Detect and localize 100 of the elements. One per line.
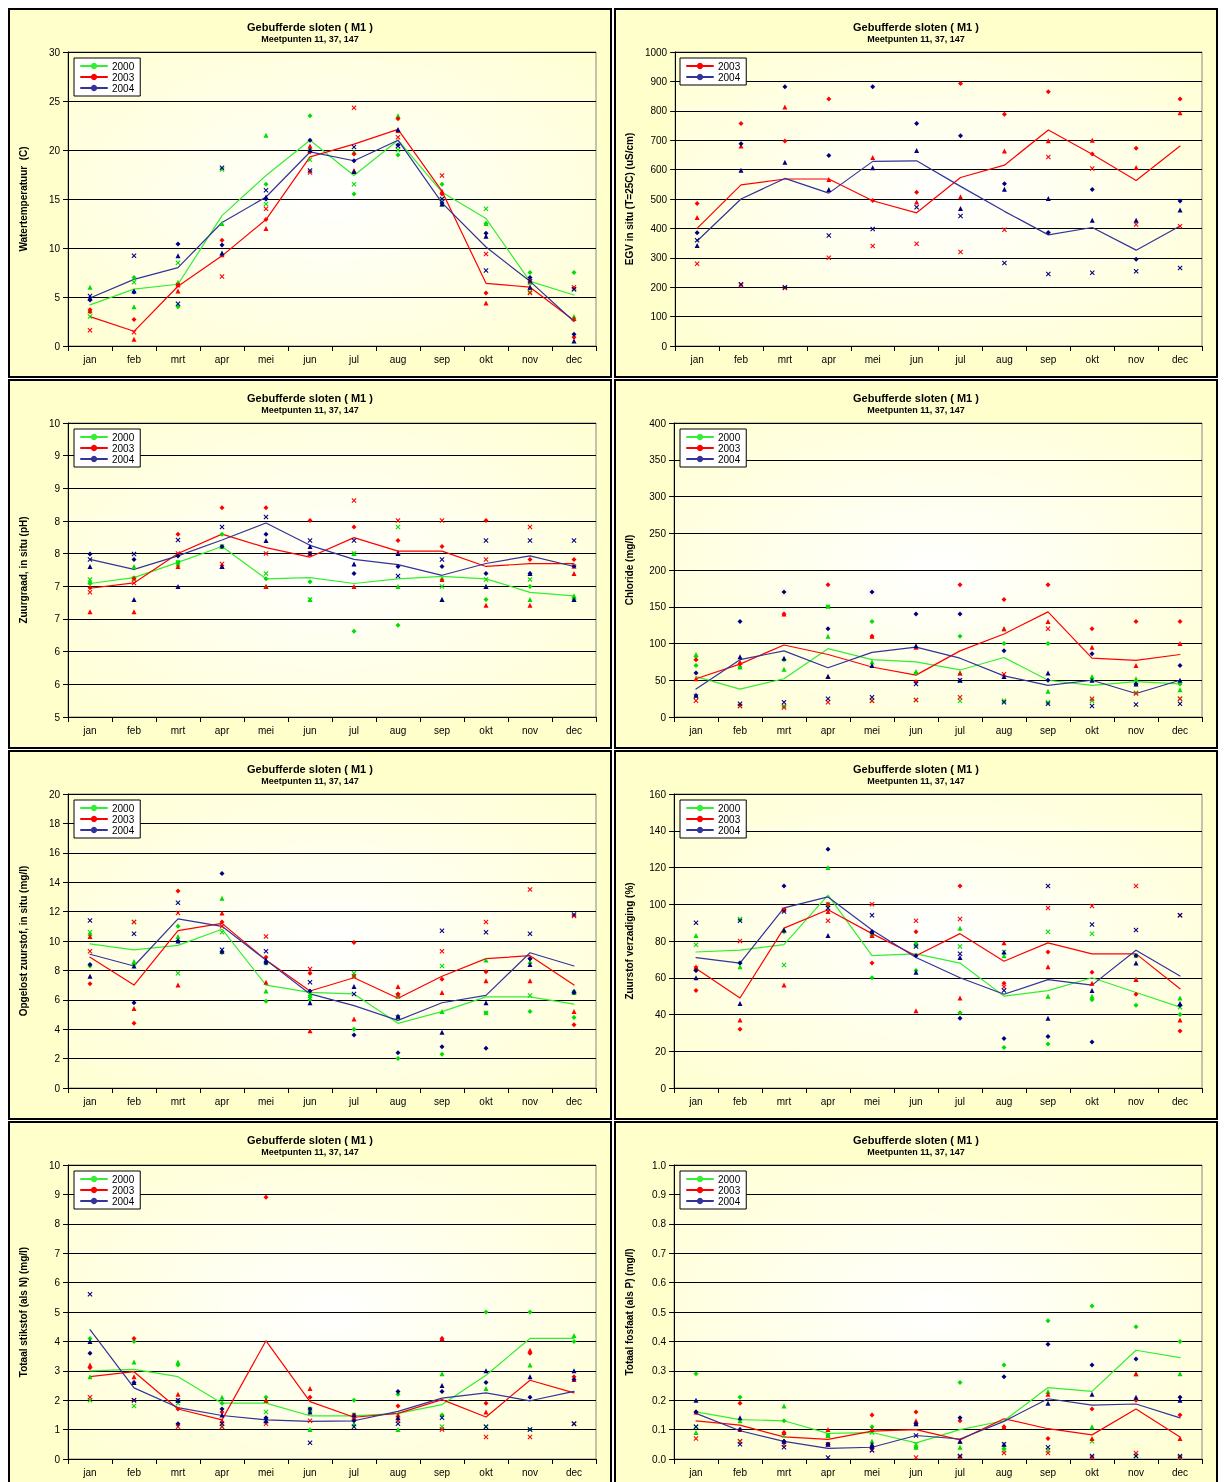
x-tick-label: jan — [82, 353, 97, 365]
chart-title: Gebufferde sloten ( M1 ) — [853, 762, 980, 775]
x-tick-label: apr — [820, 1466, 836, 1478]
x-tick-label: mei — [257, 724, 275, 736]
x-tick-label: feb — [127, 1095, 142, 1107]
y-tick-label: 800 — [650, 105, 668, 117]
legend-label: 2003 — [112, 71, 135, 83]
y-tick-label: 20 — [48, 788, 61, 800]
chart-subtitle: Meetpunten 11, 37, 147 — [867, 1146, 965, 1157]
y-tick-label: 10 — [48, 242, 61, 254]
legend-label: 2000 — [718, 802, 741, 814]
y-tick-label: 2 — [54, 1394, 61, 1406]
chart-title: Gebufferde sloten ( M1 ) — [853, 20, 980, 33]
y-tick-label: 10 — [48, 1159, 61, 1171]
y-tick-label: 0.1 — [652, 1424, 667, 1436]
y-tick-label: 300 — [649, 491, 667, 502]
legend-label: 2004 — [718, 453, 741, 465]
chart-title: Gebufferde sloten ( M1 ) — [247, 20, 374, 33]
y-tick-label: 6 — [54, 1277, 61, 1289]
y-axis-title: Chloride (mg/l) — [623, 534, 635, 606]
chart-subtitle: Meetpunten 11, 37, 147 — [261, 775, 359, 786]
x-tick-label: mrt — [170, 1095, 186, 1107]
x-tick-label: okt — [1085, 1095, 1099, 1107]
legend-label: 2003 — [112, 1184, 135, 1196]
legend-label: 2004 — [112, 82, 135, 94]
x-tick-label: jun — [908, 1466, 923, 1478]
y-tick-label: 5 — [54, 1306, 61, 1318]
x-tick-label: nov — [521, 353, 539, 365]
y-tick-label: 300 — [650, 252, 668, 264]
y-tick-label: 0.8 — [652, 1218, 667, 1230]
y-tick-label: 7 — [54, 1247, 61, 1259]
x-tick-label: dec — [565, 724, 583, 736]
y-axis-title: Zuurstof verzadiging (%) — [623, 882, 635, 1000]
legend-label: 2003 — [112, 442, 135, 454]
x-tick-label: feb — [733, 1466, 748, 1478]
legend-label: 2000 — [112, 60, 135, 72]
x-tick-label: aug — [389, 353, 407, 365]
x-tick-label: sep — [433, 353, 451, 365]
x-tick-label: jul — [347, 1095, 360, 1107]
x-tick-label: jul — [347, 353, 360, 365]
x-tick-label: jan — [82, 724, 97, 736]
y-tick-label: 4 — [54, 1023, 61, 1035]
x-tick-label: jan — [688, 724, 703, 736]
y-axis-title: EGV in situ (T=25C) (uS/cm) — [623, 132, 635, 266]
x-tick-label: okt — [1085, 724, 1099, 736]
y-axis-title: Watertemperatuur (C) — [17, 146, 29, 252]
y-tick-label: 400 — [650, 222, 668, 234]
x-tick-label: feb — [127, 1466, 142, 1478]
y-axis-title: Totaal stikstof (als N) (mg/l) — [17, 1246, 29, 1378]
y-tick-label: 200 — [650, 281, 668, 293]
y-tick-label: 15 — [48, 193, 61, 205]
x-tick-label: sep — [433, 1466, 451, 1478]
x-tick-label: apr — [821, 353, 837, 365]
x-tick-label: okt — [479, 353, 493, 365]
legend-label: 2003 — [718, 813, 741, 825]
x-tick-label: mei — [864, 353, 881, 365]
x-tick-label: apr — [214, 353, 230, 365]
legend-label: 2000 — [718, 431, 741, 443]
chart-title: Gebufferde sloten ( M1 ) — [247, 391, 374, 404]
x-tick-label: aug — [389, 1466, 407, 1478]
y-tick-label: 0 — [54, 340, 61, 352]
x-tick-label: mrt — [170, 353, 186, 365]
y-tick-label: 100 — [649, 898, 667, 910]
y-tick-label: 900 — [650, 75, 668, 87]
legend-label: 2000 — [112, 802, 135, 814]
x-tick-label: okt — [479, 724, 493, 736]
legend-label: 2004 — [718, 824, 741, 836]
y-tick-label: 8 — [54, 1218, 61, 1230]
y-tick-label: 350 — [649, 454, 667, 466]
y-tick-label: 6 — [54, 994, 61, 1006]
y-tick-label: 10 — [48, 935, 61, 947]
x-tick-label: aug — [995, 1095, 1013, 1107]
x-tick-label: dec — [565, 1095, 583, 1107]
y-tick-label: 7 — [54, 580, 61, 592]
x-tick-label: mrt — [776, 1095, 792, 1107]
x-tick-label: jan — [688, 1466, 703, 1478]
x-tick-label: jul — [953, 724, 966, 736]
y-tick-label: 5 — [54, 291, 61, 303]
x-tick-label: feb — [733, 1095, 748, 1107]
x-tick-label: nov — [1127, 1095, 1145, 1107]
x-tick-label: jun — [908, 1095, 923, 1107]
y-tick-label: 20 — [48, 144, 61, 156]
chart-title: Gebufferde sloten ( M1 ) — [853, 1133, 980, 1146]
y-tick-label: 0.6 — [652, 1277, 667, 1289]
y-tick-label: 0.7 — [652, 1247, 667, 1259]
legend-label: 2000 — [718, 1173, 741, 1185]
chart-subtitle: Meetpunten 11, 37, 147 — [867, 775, 965, 786]
x-tick-label: feb — [734, 353, 749, 365]
x-tick-label: dec — [1171, 1095, 1189, 1107]
y-tick-label: 0.5 — [652, 1306, 667, 1318]
legend-label: 2004 — [112, 1195, 135, 1207]
x-tick-label: jun — [302, 1095, 317, 1107]
legend-label: 2003 — [718, 60, 741, 72]
y-tick-label: 9 — [54, 482, 61, 494]
x-tick-label: jun — [302, 353, 317, 365]
x-tick-label: nov — [521, 724, 539, 736]
legend-label: 2004 — [718, 1195, 741, 1207]
x-tick-label: apr — [820, 724, 836, 736]
x-tick-label: jun — [908, 353, 924, 365]
y-tick-label: 0.0 — [652, 1453, 667, 1465]
